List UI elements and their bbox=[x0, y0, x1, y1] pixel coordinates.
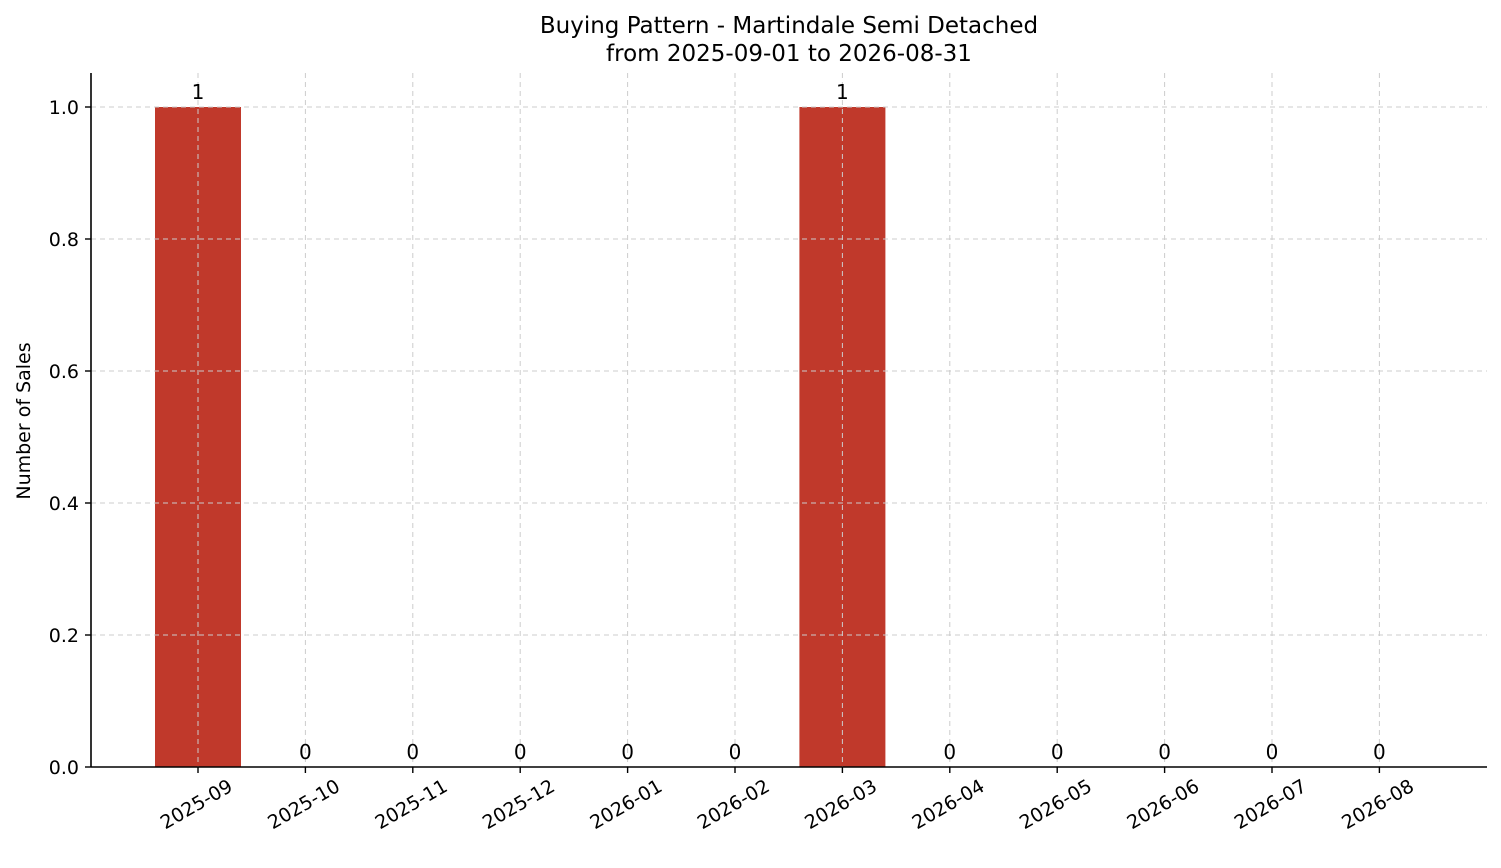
x-tick-label-2026-06: 2026-06 bbox=[1123, 775, 1203, 834]
x-tick-label-2025-11: 2025-11 bbox=[372, 775, 452, 834]
x-tick-label-2026-05: 2026-05 bbox=[1016, 775, 1096, 834]
chart-title: Buying Pattern - Martindale Semi Detache… bbox=[540, 13, 1038, 39]
y-tick-label: 0.0 bbox=[49, 757, 79, 779]
y-axis-label: Number of Sales bbox=[13, 342, 35, 499]
grid-layer bbox=[91, 73, 1487, 767]
x-tick-label-2026-01: 2026-01 bbox=[586, 775, 666, 834]
data-label-2025-09: 1 bbox=[192, 80, 205, 104]
data-label-2025-12: 0 bbox=[514, 740, 527, 764]
x-tick-label-2026-07: 2026-07 bbox=[1231, 775, 1311, 834]
data-label-2026-05: 0 bbox=[1051, 740, 1064, 764]
data-label-2026-04: 0 bbox=[943, 740, 956, 764]
chart-subtitle: from 2025-09-01 to 2026-08-31 bbox=[606, 41, 972, 67]
data-label-2026-06: 0 bbox=[1158, 740, 1171, 764]
data-label-2026-03: 1 bbox=[836, 80, 849, 104]
y-tick-label: 0.8 bbox=[49, 229, 79, 251]
x-tick-label-2026-08: 2026-08 bbox=[1338, 775, 1418, 834]
x-tick-label-2025-09: 2025-09 bbox=[157, 775, 237, 834]
y-tick-label: 1.0 bbox=[49, 97, 79, 119]
y-tick-label: 0.2 bbox=[49, 625, 79, 647]
y-tick-label: 0.6 bbox=[49, 361, 79, 383]
x-tick-label-2025-12: 2025-12 bbox=[479, 775, 559, 834]
axis-layer bbox=[90, 73, 1487, 768]
x-tick-label-2025-10: 2025-10 bbox=[264, 775, 344, 834]
data-label-2026-07: 0 bbox=[1266, 740, 1279, 764]
y-tick-label: 0.4 bbox=[49, 493, 79, 515]
x-tick-label-2026-03: 2026-03 bbox=[801, 775, 881, 834]
data-label-2026-02: 0 bbox=[729, 740, 742, 764]
data-label-layer: 1 0 0 0 0 0 1 0 0 0 0 0 bbox=[192, 80, 1386, 764]
data-label-2025-11: 0 bbox=[406, 740, 419, 764]
x-tick-label-2026-02: 2026-02 bbox=[694, 775, 774, 834]
data-label-2026-08: 0 bbox=[1373, 740, 1386, 764]
data-label-2025-10: 0 bbox=[299, 740, 312, 764]
data-label-2026-01: 0 bbox=[621, 740, 634, 764]
x-tick-label-2026-04: 2026-04 bbox=[909, 775, 989, 834]
tick-layer: 0.0 0.2 0.4 0.6 0.8 1.0 2025-09 2025-10 2025-11 2… bbox=[49, 97, 1418, 834]
